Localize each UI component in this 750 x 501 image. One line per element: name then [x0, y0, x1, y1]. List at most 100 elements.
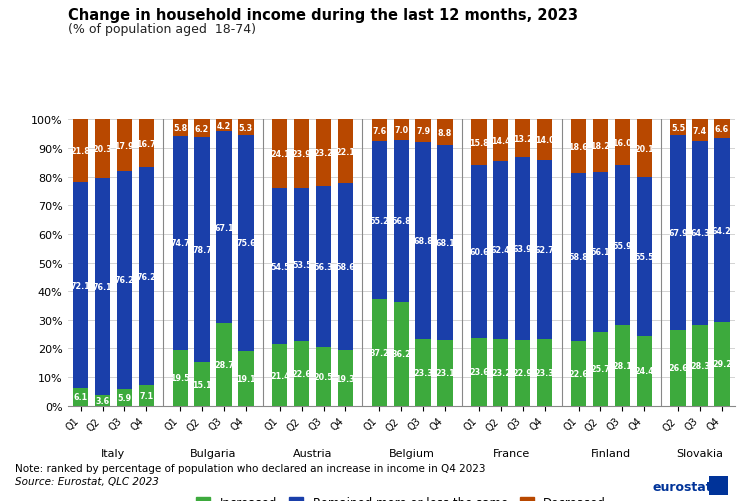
Text: 64.3: 64.3 — [690, 228, 709, 237]
Text: France: France — [494, 448, 530, 458]
Text: 7.0: 7.0 — [394, 126, 408, 135]
Bar — [94, 395, 110, 406]
Bar — [692, 141, 708, 325]
Bar — [94, 120, 110, 178]
Bar — [714, 120, 730, 139]
Bar — [94, 178, 110, 395]
Bar — [139, 168, 154, 386]
Bar — [117, 389, 132, 406]
Bar — [316, 347, 332, 406]
Text: Slovakia: Slovakia — [676, 448, 724, 458]
Bar — [615, 120, 630, 166]
Bar — [338, 351, 353, 406]
Text: 20.5: 20.5 — [314, 372, 334, 381]
Text: 19.3: 19.3 — [336, 374, 356, 383]
Text: 28.3: 28.3 — [690, 361, 710, 370]
Text: 74.7: 74.7 — [170, 239, 190, 248]
Text: 76.2: 76.2 — [136, 272, 156, 281]
Text: 18.6: 18.6 — [568, 142, 589, 151]
Bar — [592, 333, 608, 406]
Bar — [571, 341, 586, 406]
Text: 3.6: 3.6 — [95, 396, 109, 405]
Bar — [172, 137, 188, 350]
Bar — [592, 120, 608, 172]
Text: 22.1: 22.1 — [335, 147, 356, 156]
Bar — [537, 160, 552, 339]
Text: 19.1: 19.1 — [236, 374, 256, 383]
Bar — [238, 120, 254, 135]
Bar — [194, 138, 210, 363]
Bar — [316, 186, 332, 347]
Bar — [494, 120, 508, 161]
Bar — [416, 339, 430, 406]
Bar — [194, 120, 210, 138]
Text: 17.9: 17.9 — [115, 141, 134, 150]
Text: 28.1: 28.1 — [612, 361, 632, 370]
Text: 7.9: 7.9 — [416, 127, 430, 136]
Bar — [216, 120, 232, 132]
Text: Change in household income during the last 12 months, 2023: Change in household income during the la… — [68, 8, 578, 23]
Text: 15.8: 15.8 — [469, 138, 489, 147]
Text: 78.7: 78.7 — [192, 246, 212, 255]
Text: Bulgaria: Bulgaria — [190, 448, 236, 458]
Text: 68.8: 68.8 — [413, 236, 433, 245]
Text: (% of population aged  18-74): (% of population aged 18-74) — [68, 23, 256, 36]
Bar — [437, 145, 453, 340]
Text: 63.9: 63.9 — [513, 244, 532, 254]
Bar — [73, 182, 88, 388]
Text: 5.9: 5.9 — [117, 393, 131, 402]
Bar — [117, 120, 132, 171]
Text: 26.6: 26.6 — [668, 363, 688, 372]
Text: 22.6: 22.6 — [568, 369, 589, 378]
Legend: Increased, Remained more or less the same, Decreased: Increased, Remained more or less the sam… — [191, 491, 611, 501]
Text: Italy: Italy — [101, 448, 125, 458]
Bar — [172, 120, 188, 137]
Text: 64.2: 64.2 — [712, 226, 732, 235]
Text: 21.8: 21.8 — [70, 147, 91, 156]
Text: 62.7: 62.7 — [535, 245, 554, 254]
Bar — [73, 388, 88, 406]
Text: 58.8: 58.8 — [568, 253, 589, 262]
Bar — [637, 120, 652, 178]
Text: 7.6: 7.6 — [372, 127, 386, 136]
Text: 56.3: 56.3 — [314, 263, 333, 272]
Bar — [571, 120, 586, 173]
Text: 6.1: 6.1 — [74, 393, 88, 402]
Text: 6.6: 6.6 — [715, 125, 729, 134]
Text: 72.1: 72.1 — [70, 281, 91, 290]
Bar — [670, 330, 686, 406]
Text: 55.2: 55.2 — [370, 216, 389, 225]
Bar — [272, 189, 287, 345]
Bar — [571, 173, 586, 341]
Bar — [372, 300, 387, 406]
Text: eurostat: eurostat — [652, 480, 712, 493]
Text: 16.7: 16.7 — [136, 140, 156, 149]
Text: 36.2: 36.2 — [392, 350, 411, 359]
Text: 55.9: 55.9 — [613, 241, 632, 250]
Text: Finland: Finland — [591, 448, 632, 458]
Text: 28.7: 28.7 — [214, 360, 234, 369]
Bar — [139, 386, 154, 406]
Text: 16.0: 16.0 — [613, 139, 632, 148]
Text: 53.5: 53.5 — [292, 261, 311, 270]
Bar — [515, 158, 530, 340]
Bar — [372, 142, 387, 300]
Text: 22.9: 22.9 — [513, 369, 532, 378]
Text: 58.6: 58.6 — [335, 263, 356, 272]
Text: 56.1: 56.1 — [590, 248, 610, 257]
Text: 4.2: 4.2 — [217, 122, 231, 131]
Bar — [515, 340, 530, 406]
Text: 8.8: 8.8 — [438, 128, 452, 137]
Bar — [437, 340, 453, 406]
Text: 23.3: 23.3 — [535, 368, 554, 377]
Text: 54.5: 54.5 — [270, 263, 290, 272]
Text: Note: ranked by percentage of population who declared an increase in income in Q: Note: ranked by percentage of population… — [15, 463, 485, 473]
Text: 60.6: 60.6 — [470, 247, 489, 257]
Bar — [272, 120, 287, 189]
Text: 19.5: 19.5 — [170, 373, 190, 382]
Text: 23.1: 23.1 — [435, 368, 455, 377]
Bar — [537, 339, 552, 406]
Bar — [272, 345, 287, 406]
Text: 23.2: 23.2 — [314, 149, 334, 158]
Bar — [394, 140, 409, 303]
